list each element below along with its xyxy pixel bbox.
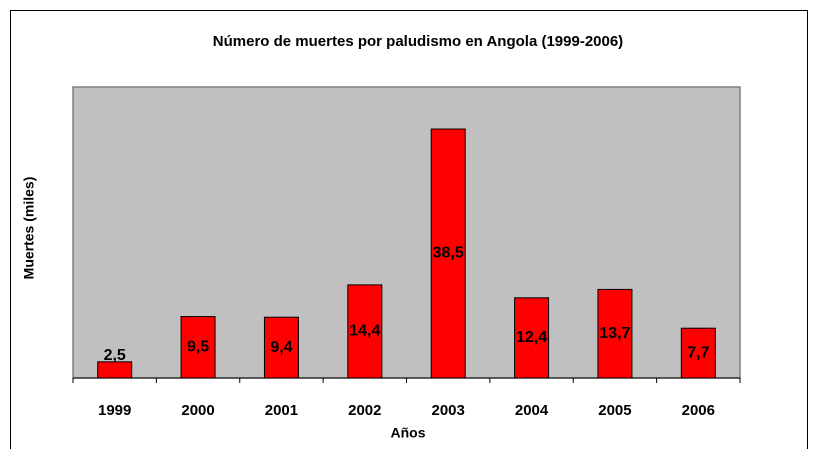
data-label: 12,4	[516, 329, 547, 346]
x-tick-label: 2001	[265, 402, 298, 419]
x-axis-label: Años	[391, 425, 426, 441]
data-label: 14,4	[349, 323, 380, 340]
bar	[597, 288, 633, 379]
bar	[263, 316, 299, 379]
bar	[430, 128, 466, 379]
plot-area	[72, 86, 741, 379]
bar	[180, 316, 216, 379]
bar	[680, 327, 716, 379]
x-tick-label: 2002	[348, 402, 381, 419]
x-tick-label: 2004	[515, 402, 549, 419]
bar	[97, 361, 133, 379]
data-label: 9,5	[187, 339, 209, 356]
x-tick-label: 2000	[181, 402, 214, 419]
data-label: 38,5	[433, 245, 464, 262]
data-label: 7,7	[687, 344, 709, 361]
data-label: 13,7	[599, 325, 630, 342]
bar	[347, 284, 383, 379]
x-tick-label: 2006	[682, 402, 715, 419]
y-axis-label: Muertes (miles)	[21, 177, 37, 280]
x-tick-label: 2005	[598, 402, 631, 419]
data-label: 2,5	[104, 347, 126, 364]
bar	[514, 297, 550, 379]
x-tick-label: 2003	[432, 402, 465, 419]
data-label: 9,4	[270, 339, 292, 356]
chart-title: Número de muertes por paludismo en Angol…	[213, 33, 623, 50]
x-tick-label: 1999	[98, 402, 131, 419]
